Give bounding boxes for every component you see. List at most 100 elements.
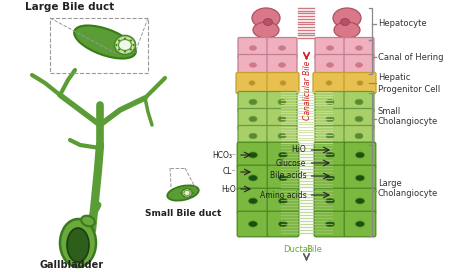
Ellipse shape (356, 175, 365, 181)
FancyBboxPatch shape (315, 54, 345, 76)
Ellipse shape (249, 46, 256, 50)
Ellipse shape (279, 63, 285, 67)
Ellipse shape (116, 44, 118, 46)
Ellipse shape (355, 99, 363, 105)
Ellipse shape (180, 192, 182, 194)
Ellipse shape (74, 26, 136, 58)
FancyBboxPatch shape (344, 125, 374, 147)
FancyBboxPatch shape (237, 165, 269, 191)
Ellipse shape (278, 99, 286, 105)
Text: Large: Large (378, 178, 402, 187)
FancyBboxPatch shape (237, 142, 269, 168)
Text: Large Bile duct: Large Bile duct (26, 2, 115, 12)
Ellipse shape (183, 196, 185, 197)
Ellipse shape (133, 44, 135, 46)
Text: Bile: Bile (307, 246, 322, 255)
FancyBboxPatch shape (344, 73, 376, 94)
FancyBboxPatch shape (238, 54, 268, 76)
Text: Small Bile duct: Small Bile duct (145, 209, 221, 218)
FancyBboxPatch shape (344, 142, 376, 168)
Ellipse shape (192, 192, 194, 194)
Text: CL⁻: CL⁻ (222, 168, 236, 177)
Ellipse shape (279, 152, 288, 158)
FancyBboxPatch shape (267, 109, 297, 129)
Ellipse shape (326, 116, 334, 122)
Ellipse shape (130, 39, 132, 41)
Ellipse shape (248, 221, 257, 227)
FancyBboxPatch shape (344, 109, 374, 129)
Text: Gallbladder: Gallbladder (40, 260, 104, 270)
Ellipse shape (327, 63, 334, 67)
Ellipse shape (356, 63, 363, 67)
Ellipse shape (326, 133, 334, 139)
Ellipse shape (189, 196, 191, 197)
Text: Canalicular Bile: Canalicular Bile (303, 60, 312, 120)
FancyBboxPatch shape (314, 188, 346, 214)
FancyBboxPatch shape (267, 165, 299, 191)
Ellipse shape (182, 188, 192, 197)
Ellipse shape (326, 81, 332, 85)
Text: H₂O: H₂O (292, 146, 307, 154)
FancyBboxPatch shape (238, 109, 268, 129)
Ellipse shape (118, 49, 120, 51)
Ellipse shape (249, 116, 257, 122)
Ellipse shape (279, 175, 288, 181)
Ellipse shape (118, 39, 131, 51)
FancyBboxPatch shape (267, 188, 299, 214)
Text: Bile acids: Bile acids (270, 172, 307, 181)
Ellipse shape (334, 22, 360, 38)
Ellipse shape (355, 116, 363, 122)
Ellipse shape (264, 18, 273, 26)
Ellipse shape (248, 198, 257, 204)
Text: Cholangiocyte: Cholangiocyte (378, 188, 438, 197)
FancyBboxPatch shape (237, 188, 269, 214)
FancyBboxPatch shape (344, 188, 376, 214)
FancyBboxPatch shape (315, 38, 345, 58)
Text: Ductal: Ductal (283, 246, 310, 255)
Ellipse shape (249, 81, 255, 85)
FancyBboxPatch shape (236, 73, 268, 94)
Ellipse shape (124, 51, 126, 52)
Ellipse shape (118, 39, 120, 41)
FancyBboxPatch shape (267, 91, 297, 113)
Ellipse shape (167, 186, 199, 201)
Bar (50, 18, 148, 73)
FancyBboxPatch shape (315, 109, 345, 129)
FancyBboxPatch shape (238, 91, 268, 113)
Ellipse shape (252, 8, 280, 28)
Text: Cholangiocyte: Cholangiocyte (378, 118, 438, 126)
Text: Progenitor Cell: Progenitor Cell (378, 85, 440, 94)
Ellipse shape (280, 81, 286, 85)
Ellipse shape (356, 46, 363, 50)
Ellipse shape (326, 221, 335, 227)
Ellipse shape (253, 22, 279, 38)
Text: Hepatic: Hepatic (378, 73, 410, 82)
Ellipse shape (124, 38, 126, 39)
FancyBboxPatch shape (344, 91, 374, 113)
FancyBboxPatch shape (267, 142, 299, 168)
Ellipse shape (326, 99, 334, 105)
Text: H₂O: H₂O (221, 184, 236, 193)
Ellipse shape (249, 63, 256, 67)
Ellipse shape (326, 152, 335, 158)
Text: Amino acids: Amino acids (260, 190, 307, 199)
Ellipse shape (183, 189, 185, 190)
Ellipse shape (189, 189, 191, 190)
Ellipse shape (333, 8, 361, 28)
Ellipse shape (340, 18, 349, 26)
Ellipse shape (356, 221, 365, 227)
FancyBboxPatch shape (267, 38, 297, 58)
Ellipse shape (115, 36, 136, 54)
Ellipse shape (326, 175, 335, 181)
FancyBboxPatch shape (267, 211, 299, 237)
Ellipse shape (326, 198, 335, 204)
Ellipse shape (278, 116, 286, 122)
FancyBboxPatch shape (267, 125, 297, 147)
FancyBboxPatch shape (238, 38, 268, 58)
FancyBboxPatch shape (344, 38, 374, 58)
Ellipse shape (184, 190, 190, 196)
FancyBboxPatch shape (238, 125, 268, 147)
Text: HCO₃⁻: HCO₃⁻ (212, 150, 236, 159)
Text: Hepatocyte: Hepatocyte (378, 20, 427, 29)
FancyBboxPatch shape (267, 54, 297, 76)
